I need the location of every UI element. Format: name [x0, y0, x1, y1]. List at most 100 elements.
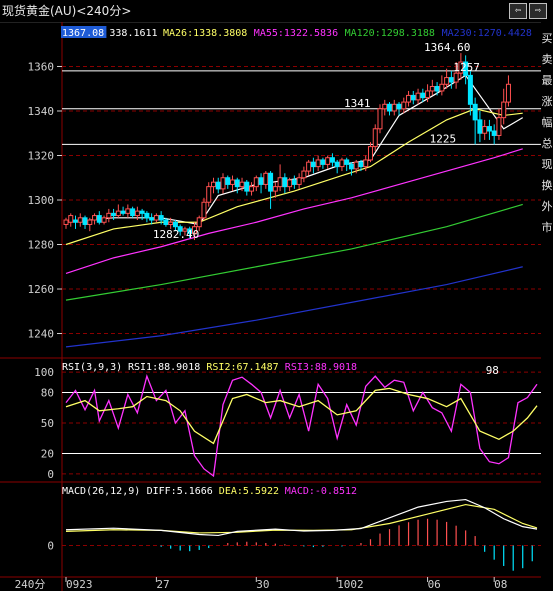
candle-body [225, 177, 231, 185]
candle-body [220, 177, 226, 190]
x-tick-label: 30 [256, 578, 269, 591]
legend-item: DIFF:5.1666 [147, 486, 213, 497]
candle-body [458, 61, 464, 74]
candle-body [111, 212, 117, 217]
legend-item: MACD:-0.8512 [285, 486, 357, 497]
y-tick-label: 80 [41, 386, 54, 399]
candle-body [282, 177, 288, 188]
legend-highlight [61, 26, 107, 38]
candle-body [163, 219, 169, 225]
side-label: 外 [541, 200, 553, 213]
candle-body [215, 181, 221, 190]
candle-body [201, 201, 207, 219]
side-label: 买 [541, 32, 553, 45]
y-tick-label: 1240 [28, 328, 55, 341]
candle-body [467, 74, 473, 105]
candle-body [429, 86, 435, 92]
side-label: 卖 [541, 53, 553, 66]
side-label: 最 [541, 74, 553, 87]
candle-body [410, 94, 416, 101]
candle-body [444, 77, 450, 85]
candle-body [296, 177, 302, 185]
candle-body [448, 77, 454, 83]
y-tick-label: 1320 [28, 149, 55, 162]
candle-body [73, 219, 79, 223]
candle-body [177, 226, 183, 232]
candle-body [287, 179, 293, 188]
candle-body [420, 92, 426, 99]
candle-body [291, 179, 297, 185]
candle-body [244, 181, 250, 192]
rsi-annotation: 98 [486, 364, 499, 377]
legend-item: RSI1:88.9018 [128, 362, 200, 373]
candle-body [87, 219, 93, 225]
candle-body [277, 177, 283, 188]
candle-body [482, 126, 488, 134]
x-tick-label: 1002 [337, 578, 364, 591]
legend-item: DEA:5.5922 [219, 486, 279, 497]
rsi-line-rsi2 [65, 387, 538, 445]
side-label: 幅 [541, 116, 553, 129]
candle-body [486, 126, 492, 132]
ma-line-ma5 [65, 74, 524, 226]
x-tick-label: 06 [428, 578, 441, 591]
price-annotation: 1257 [453, 61, 480, 74]
prev-icon[interactable]: ⇦ [509, 3, 527, 19]
rsi-line-rsi3 [65, 374, 538, 478]
price-annotation: 1282.40 [153, 228, 199, 241]
x-tick-label: 08 [494, 578, 507, 591]
candle-body [315, 159, 321, 168]
candle-body [187, 228, 193, 234]
y-tick-label: 100 [34, 366, 54, 379]
candle-body [106, 212, 112, 219]
legend-item: MA230:1270.4428 [442, 28, 532, 39]
candle-body [158, 215, 164, 221]
ma-line-ma120 [65, 203, 523, 301]
candle-body [249, 186, 255, 192]
y-tick-label: 50 [41, 417, 54, 430]
quote-side-panel: 买卖最涨幅总现换外市 [541, 22, 553, 591]
x-tick-label: 0923 [66, 578, 93, 591]
candle-body [325, 157, 331, 165]
candle-body [63, 219, 69, 225]
candle-body [101, 217, 107, 223]
candle-body [358, 161, 364, 168]
legend-item: MACD(26,12,9) [62, 486, 140, 497]
candle-body [134, 210, 140, 217]
y-tick-label: 1360 [28, 60, 55, 73]
candle-body [115, 210, 121, 217]
side-label: 换 [541, 179, 553, 192]
candle-body [496, 117, 502, 136]
candle-body [196, 217, 202, 228]
chart-title: 现货黄金(AU)<240分> [2, 4, 132, 18]
candle-body [387, 103, 393, 112]
candle-body [82, 217, 88, 225]
y-tick-label: 0 [47, 540, 54, 553]
candle-body [253, 177, 259, 188]
candle-body [182, 228, 188, 232]
candle-body [401, 101, 407, 110]
candle-body [391, 103, 397, 112]
candle-body [234, 179, 240, 188]
x-tick-label: 27 [156, 578, 169, 591]
ma-line-ma230 [65, 266, 523, 348]
candle-body [239, 181, 245, 188]
candle-body [306, 161, 312, 172]
next-icon[interactable]: ⇨ [529, 3, 547, 19]
candle-body [434, 86, 440, 92]
candle-body [406, 94, 412, 103]
candle-body [263, 172, 269, 185]
candle-body [505, 83, 511, 103]
candle-body [353, 161, 359, 170]
legend-item: MA26:1338.3808 [163, 28, 247, 39]
candle-body [139, 210, 145, 214]
y-tick-label: 0 [47, 468, 54, 481]
candle-body [120, 210, 126, 214]
candle-body [96, 215, 102, 223]
candle-body [377, 108, 383, 130]
period-label: 240分 [15, 578, 46, 591]
candle-body [329, 157, 335, 163]
candle-body [230, 179, 236, 185]
legend-item: RSI3:88.9018 [285, 362, 357, 373]
chart-area[interactable]: 1240 1260 1280 1300 1320 1340 1360 1364.60 1257 1… [0, 22, 541, 591]
